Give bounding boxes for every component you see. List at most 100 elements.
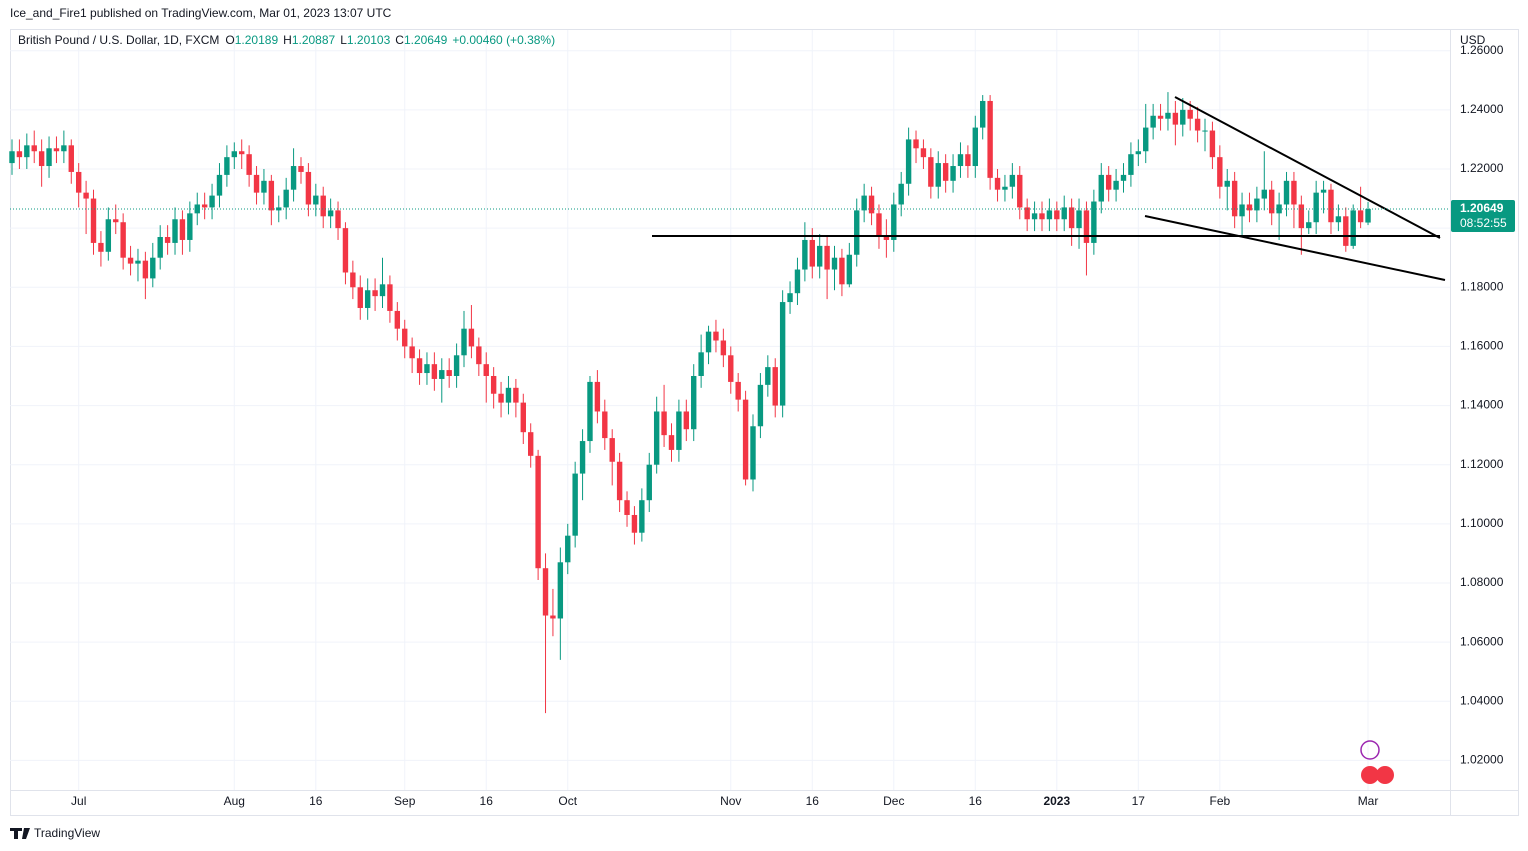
candle-body — [779, 302, 786, 406]
candle-body — [364, 290, 371, 308]
candle-body — [513, 387, 519, 403]
last-price-label: 1.20649 — [1460, 201, 1504, 215]
candle-body — [1113, 180, 1119, 190]
candle-body — [802, 239, 808, 270]
candle-body — [765, 367, 771, 385]
candle-body — [253, 174, 260, 193]
indicator-icons — [1360, 740, 1394, 784]
x-tick-label: 16 — [969, 794, 983, 808]
ohlc-value: 1.20887 — [292, 33, 336, 47]
x-tick-label: 17 — [1132, 794, 1146, 808]
candle-body — [661, 411, 667, 436]
candle-body — [735, 381, 741, 400]
icon — [1376, 766, 1394, 784]
candle-body — [698, 352, 704, 376]
candle-body — [1350, 210, 1356, 246]
candle-body — [1269, 189, 1275, 214]
candle-body — [1298, 204, 1305, 229]
candle-body — [1283, 180, 1290, 205]
candle-body — [913, 139, 919, 149]
candle-body — [676, 411, 682, 450]
candle-body — [980, 100, 986, 128]
icon — [1360, 740, 1380, 760]
candle-body — [1313, 192, 1319, 223]
candle-body — [1150, 115, 1156, 128]
candle-body — [787, 293, 793, 303]
candle-body — [379, 284, 386, 297]
candle-body — [1076, 210, 1082, 229]
candle-body — [772, 367, 778, 406]
candle-body — [372, 290, 378, 297]
candle-body — [668, 435, 675, 450]
candle-body — [1105, 174, 1112, 190]
candle-body — [1202, 130, 1208, 132]
candle-body — [164, 237, 171, 243]
candle-body — [1157, 115, 1164, 119]
ohlc-key: O — [225, 33, 234, 47]
candle-body — [572, 473, 578, 536]
candle-body — [965, 154, 971, 167]
candle-body — [224, 157, 230, 175]
candle-body — [246, 154, 252, 175]
candle-body — [187, 213, 193, 240]
candle-body — [1328, 189, 1334, 223]
candle-body — [231, 151, 237, 158]
candle-body — [1246, 204, 1253, 211]
x-tick-label: 16 — [309, 794, 323, 808]
candle-body — [550, 615, 556, 619]
footer: TradingView — [34, 826, 100, 840]
y-tick-label: 1.02000 — [1460, 753, 1504, 767]
candle-body — [290, 166, 297, 190]
candle-body — [1024, 207, 1030, 220]
candle-body — [216, 174, 223, 196]
lower-trend-line — [1144, 215, 1446, 281]
candle-body — [1039, 213, 1045, 220]
candle-body — [639, 500, 645, 533]
candle-body — [194, 204, 200, 214]
candle-body — [957, 154, 964, 167]
candle-body — [542, 568, 549, 616]
candle-body — [31, 145, 37, 152]
currency: USD — [1460, 33, 1486, 47]
x-tick-label: Aug — [224, 794, 245, 808]
candle-body — [987, 100, 993, 178]
candle-body — [1335, 216, 1342, 223]
x-tick-label: 2023 — [1043, 794, 1070, 808]
upper-trend-line — [1174, 96, 1441, 239]
countdown: 08:52:55 — [1460, 216, 1507, 230]
candle-body — [809, 239, 815, 267]
candle-body — [1083, 210, 1090, 243]
candle-body — [868, 195, 875, 214]
candle-body — [490, 375, 497, 394]
candle-body — [416, 358, 423, 374]
candle-body — [24, 145, 30, 158]
candle-body — [891, 204, 897, 240]
candle-body — [876, 213, 882, 238]
x-tick-label: Mar — [1358, 794, 1379, 808]
candle-body — [920, 148, 927, 158]
candle-body — [446, 370, 452, 376]
candle-body — [898, 183, 904, 205]
candle-body — [431, 364, 438, 379]
y-tick-label: 1.06000 — [1460, 634, 1504, 648]
candle-body — [1343, 216, 1349, 246]
change: +0.00460 (+0.38%) — [452, 33, 555, 47]
candle-body — [135, 260, 141, 264]
candle-body — [157, 237, 163, 258]
candle-body — [172, 219, 178, 243]
candle-body — [83, 192, 89, 199]
candle-body — [713, 331, 719, 341]
candle-body — [127, 257, 134, 264]
candle-body — [498, 393, 504, 403]
candle-body — [646, 464, 652, 501]
candle-body — [824, 245, 830, 270]
logo — [10, 828, 30, 839]
candle-body — [402, 328, 408, 347]
candle-body — [935, 163, 941, 187]
candle-body — [313, 195, 319, 205]
candle-body — [335, 210, 341, 229]
candle-body — [268, 180, 275, 211]
candle-body — [61, 145, 67, 152]
candle-body — [1143, 127, 1149, 152]
ohlc-value: 1.20103 — [347, 33, 391, 47]
